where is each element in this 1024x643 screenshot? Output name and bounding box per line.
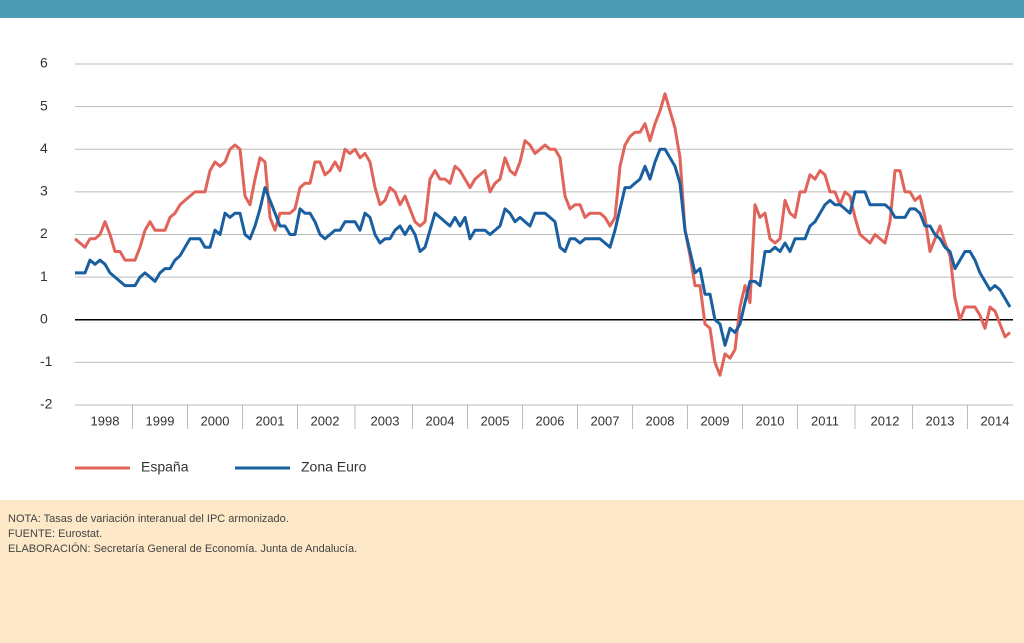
x-tick-label: 2005 — [481, 413, 510, 428]
y-tick-label: 4 — [40, 140, 48, 156]
y-tick-label: 0 — [40, 310, 48, 326]
y-tick-label: 3 — [40, 183, 48, 199]
y-tick-label: 1 — [40, 268, 48, 284]
series-line — [75, 147, 1012, 347]
y-tick-label: 6 — [40, 55, 48, 71]
x-tick-label: 2002 — [311, 413, 340, 428]
note: ELABORACIÓN: Secretaría General de Econo… — [8, 543, 358, 555]
y-tick-label: -2 — [40, 396, 53, 412]
footer: NOTA: Tasas de variación interanual del … — [0, 500, 1024, 643]
x-tick-label: 2008 — [646, 413, 675, 428]
x-tick-label: 1998 — [91, 413, 120, 428]
x-tick-label: 2000 — [201, 413, 230, 428]
header-bar — [0, 0, 1024, 18]
x-tick-label: 2007 — [591, 413, 620, 428]
x-tick-label: 1999 — [146, 413, 175, 428]
chart: -2 -1 0 1 2 3 4 5 6 1998 1999 2000 2001 2002 2003 2004 2… — [40, 55, 1013, 475]
y-tick-label: 2 — [40, 225, 48, 241]
y-tick-label: 5 — [40, 97, 48, 113]
legend-label: España — [141, 459, 189, 475]
y-tick-label: -1 — [40, 353, 53, 369]
x-tick-label: 2003 — [371, 413, 400, 428]
x-tick-label: 2012 — [871, 413, 900, 428]
x-tick-label: 2001 — [256, 413, 285, 428]
x-tick-label: 2013 — [926, 413, 955, 428]
x-tick-label: 2010 — [756, 413, 785, 428]
x-tick-label: 2014 — [981, 413, 1010, 428]
x-tick-label: 2006 — [536, 413, 565, 428]
note: FUENTE: Eurostat. — [8, 528, 103, 540]
legend-label: Zona Euro — [301, 459, 367, 475]
note: NOTA: Tasas de variación interanual del … — [8, 513, 289, 525]
x-tick-label: 2011 — [811, 413, 839, 428]
series-line — [74, 92, 1011, 377]
x-tick-label: 2009 — [701, 413, 730, 428]
x-tick-label: 2004 — [426, 413, 455, 428]
